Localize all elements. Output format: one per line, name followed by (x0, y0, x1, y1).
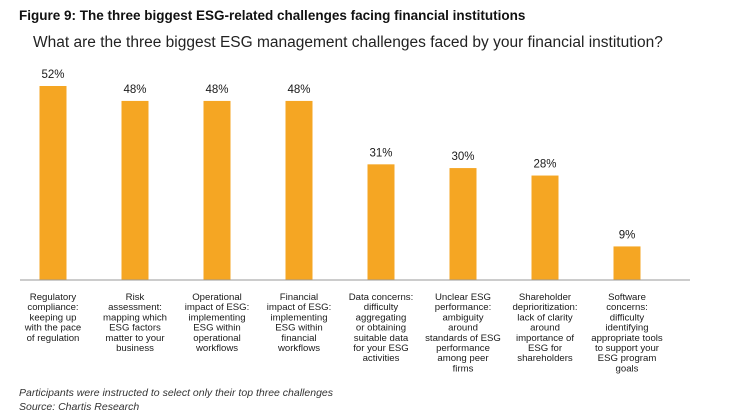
category-label-line: Data concerns: (349, 292, 414, 303)
category-label-line: assessment: (108, 302, 162, 313)
category-label: Softwareconcerns:difficultyidentifyingap… (591, 292, 663, 374)
category-label-line: with the pace (24, 323, 82, 334)
category-label-line: mapping which (103, 312, 167, 323)
category-label-line: or obtaining (356, 323, 406, 334)
category-label-line: shareholders (517, 353, 573, 364)
category-label-line: deprioritization: (512, 302, 577, 313)
category-label-line: suitable data (354, 333, 409, 344)
category-label-line: performance: (435, 302, 492, 313)
category-label-line: financial (281, 333, 316, 344)
figure-title: Figure 9: The three biggest ESG-related … (19, 8, 526, 23)
bar (531, 175, 559, 280)
category-label-line: implementing (188, 312, 245, 323)
category-label-line: matter to your (105, 333, 165, 344)
bar-value-label: 48% (287, 84, 310, 96)
bar-value-label: 48% (205, 84, 228, 96)
bar (613, 246, 641, 280)
bar-value-label: 28% (533, 159, 556, 171)
category-label-line: for your ESG (353, 343, 408, 354)
category-label-line: goals (616, 363, 639, 374)
category-label-line: business (116, 343, 154, 354)
bar-value-label: 52% (41, 69, 64, 81)
category-label-line: ambiguity (442, 312, 483, 323)
category-label-line: activities (363, 353, 400, 364)
source-note: Source: Chartis Research (19, 401, 140, 413)
category-label-line: ESG program (598, 353, 657, 364)
category-label-line: impact of ESG: (185, 302, 250, 313)
category-label-line: Shareholder (519, 292, 572, 303)
bar (449, 168, 477, 280)
category-label-line: difficulty (364, 302, 399, 313)
category-label-line: concerns: (606, 302, 648, 313)
category-label-line: Regulatory (30, 292, 77, 303)
bar (121, 100, 149, 280)
category-label-line: around (448, 323, 478, 334)
category-label-line: around (530, 323, 560, 334)
category-label-line: Unclear ESG (435, 292, 491, 303)
category-label-line: lack of clarity (517, 312, 573, 323)
participants-note: Participants were instructed to select o… (19, 387, 334, 399)
category-label-line: Financial (280, 292, 318, 303)
bar (285, 100, 313, 280)
category-label-line: firms (453, 363, 474, 374)
category-label-line: difficulty (610, 312, 645, 323)
category-label-line: workflows (277, 343, 320, 354)
category-label-line: keeping up (30, 312, 77, 323)
category-label-line: aggregating (356, 312, 407, 323)
category-label-line: standards of ESG (425, 333, 501, 344)
bar (203, 100, 231, 280)
category-label-line: implementing (270, 312, 327, 323)
category-label-line: importance of (516, 333, 574, 344)
bar-value-label: 31% (369, 147, 392, 159)
category-label-line: compliance: (27, 302, 78, 313)
bars-group (39, 86, 641, 280)
category-label-line: ESG within (193, 323, 240, 334)
category-label-line: appropriate tools (591, 333, 663, 344)
category-label-line: impact of ESG: (267, 302, 332, 313)
category-label-line: identifying (605, 323, 648, 334)
category-label-line: ESG for (528, 343, 563, 354)
figure-subtitle: What are the three biggest ESG managemen… (33, 34, 663, 51)
category-label-line: ESG factors (109, 323, 161, 334)
category-label-line: ESG within (275, 323, 322, 334)
category-label-line: among peer (437, 353, 489, 364)
bar-value-label: 9% (619, 229, 636, 241)
category-label: Unclear ESGperformance:ambiguityaroundst… (425, 292, 501, 374)
category-label-line: operational (193, 333, 240, 344)
bar-value-label: 48% (123, 84, 146, 96)
category-label-line: workflows (195, 343, 238, 354)
bar (39, 86, 67, 280)
category-label-line: Risk (126, 292, 145, 303)
category-label-line: Software (608, 292, 646, 303)
category-label-line: Operational (192, 292, 242, 303)
category-label-line: to support your (595, 343, 660, 354)
value-labels-group: 52% 48% 48% 48% 31% 30% 28% 9% (41, 69, 635, 241)
bar (367, 164, 395, 280)
category-label-line: performance (436, 343, 490, 354)
bar-value-label: 30% (451, 151, 474, 163)
category-label-line: of regulation (27, 333, 80, 344)
